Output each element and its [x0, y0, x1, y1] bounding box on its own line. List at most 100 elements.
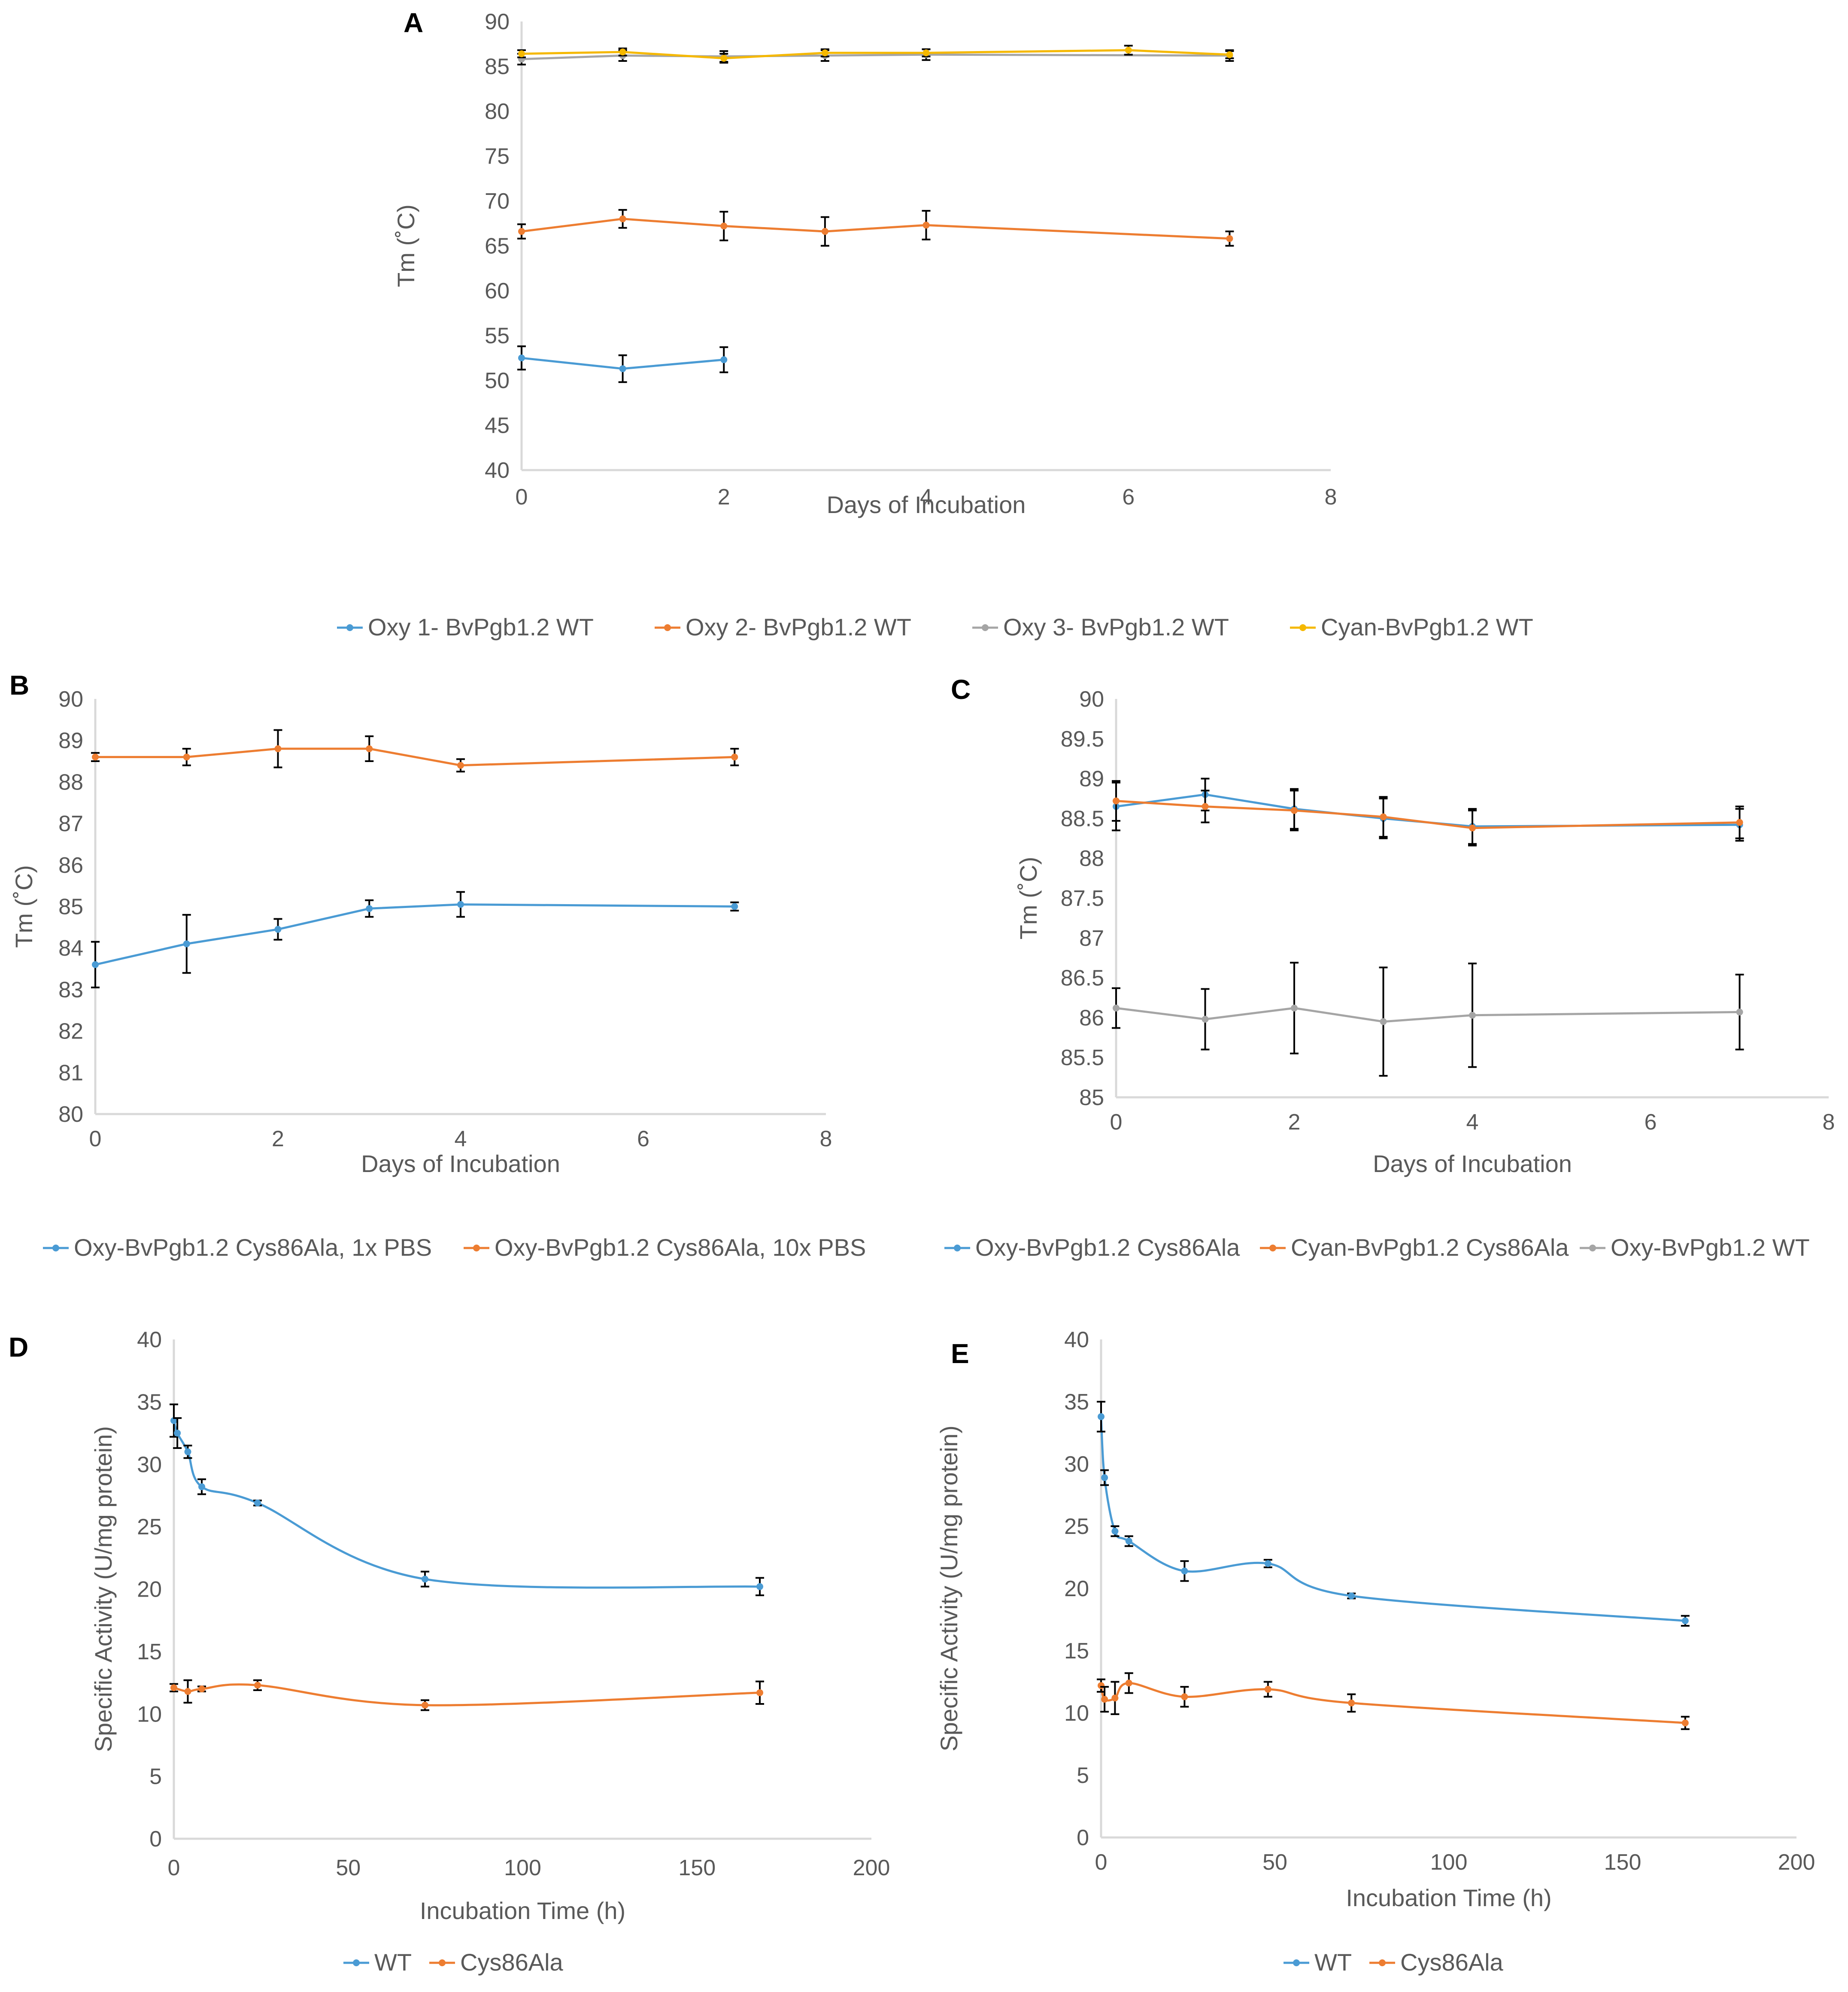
y-tick-label: 45 [485, 413, 510, 438]
data-point [1348, 1592, 1355, 1600]
x-tick-label: 8 [820, 1127, 832, 1151]
data-point [1181, 1567, 1188, 1575]
y-tick-label: 88 [1079, 846, 1104, 871]
x-axis-title: Incubation Time (h) [420, 1897, 625, 1924]
data-point [731, 903, 738, 910]
legend-swatch-marker [1379, 1959, 1386, 1966]
y-tick-label: 86 [58, 853, 83, 878]
y-tick-label: 70 [485, 189, 510, 214]
series-line [1100, 1416, 1685, 1622]
y-tick-label: 88.5 [1061, 806, 1104, 831]
data-point [1098, 1413, 1105, 1420]
data-point [1469, 1011, 1476, 1019]
legend-label: Oxy 3- BvPgb1.2 WT [1003, 613, 1229, 641]
chart-panel-c: C 85 85.5 86 86.5 87 87.5 88 88.5 89 89.5 90 0 2 4 6 8 Da… [944, 674, 1835, 1261]
y-tick-label: 90 [485, 9, 510, 34]
y-axis-title: Specific Activity (U/mg protein) [935, 1425, 962, 1751]
data-point [1111, 1527, 1119, 1535]
data-point [366, 745, 373, 753]
data-point [922, 49, 930, 57]
legend-label: WT [1314, 1949, 1352, 1976]
data-point [1348, 1699, 1355, 1707]
y-tick-label: 89.5 [1061, 727, 1104, 752]
x-tick-label: 200 [853, 1855, 890, 1880]
data-point [274, 926, 282, 933]
y-tick-label: 81 [58, 1060, 83, 1085]
data-point [1125, 1537, 1132, 1545]
y-axis-title: Tm (˚C) [10, 865, 37, 948]
series-oxy-bvpgb1-2-cys86ala-10x-pbs [91, 729, 739, 773]
legend-item: Oxy-BvPgb1.2 Cys86Ala, 10x PBS [464, 1234, 866, 1261]
y-tick-label: 75 [485, 144, 510, 169]
y-tick-label: 5 [149, 1764, 162, 1789]
x-tick-label: 50 [1262, 1850, 1287, 1875]
x-tick-label: 2 [1288, 1110, 1301, 1135]
data-point [518, 354, 525, 361]
x-tick-label: 6 [637, 1127, 649, 1151]
x-axis-title: Incubation Time (h) [1346, 1884, 1551, 1911]
legend-swatch-marker [1293, 1959, 1300, 1966]
data-point [619, 215, 626, 222]
data-point [184, 1688, 191, 1695]
y-tick-label: 87.5 [1061, 886, 1104, 911]
legend-item: Oxy-BvPgb1.2 WT [1580, 1234, 1810, 1261]
legend-label: Oxy-BvPgb1.2 Cys86Ala [975, 1234, 1240, 1261]
data-point [1181, 1693, 1188, 1700]
series-line [95, 903, 735, 966]
panel-letter: E [951, 1338, 969, 1369]
data-point [92, 961, 99, 968]
series-oxy-bvpgb1-2-cys86ala [1112, 777, 1744, 845]
legend-swatch-marker [439, 1959, 446, 1966]
data-point [821, 49, 828, 57]
series-cys86ala [1097, 1672, 1690, 1730]
data-point [1736, 1008, 1743, 1016]
x-tick-label: 0 [516, 485, 528, 510]
y-tick-label: 87 [1079, 926, 1104, 951]
chart-panel-b: B 80 81 82 83 84 85 86 87 88 89 90 0 2 4 6 8 Days of Incu… [9, 670, 866, 1261]
data-point [1380, 813, 1387, 820]
series-wt [170, 1403, 764, 1597]
data-point [274, 745, 282, 753]
legend-label: Oxy-BvPgb1.2 Cys86Ala, 10x PBS [495, 1234, 866, 1261]
data-point [183, 753, 190, 761]
series-cyan-bvpgb1-2-cys86ala [1112, 780, 1744, 847]
legend-label: Oxy-BvPgb1.2 WT [1611, 1234, 1810, 1261]
data-point [1736, 819, 1743, 826]
data-point [1226, 235, 1233, 242]
data-point [1101, 1474, 1108, 1481]
data-point [254, 1682, 261, 1689]
y-tick-label: 30 [1064, 1452, 1089, 1477]
data-point [1226, 51, 1233, 58]
y-axis-title: Tm (˚C) [1015, 857, 1042, 940]
y-tick-label: 0 [149, 1827, 162, 1852]
x-tick-label: 150 [678, 1855, 716, 1880]
y-tick-label: 30 [137, 1452, 162, 1477]
y-tick-label: 40 [485, 458, 510, 483]
x-tick-label: 2 [272, 1127, 284, 1151]
y-tick-label: 20 [137, 1577, 162, 1602]
legend-item: Oxy 2- BvPgb1.2 WT [655, 613, 911, 641]
y-tick-label: 35 [137, 1390, 162, 1415]
y-tick-label: 85 [485, 55, 510, 79]
data-point [366, 905, 373, 912]
y-tick-label: 85 [1079, 1085, 1104, 1110]
y-tick-label: 90 [1079, 687, 1104, 712]
data-point [1125, 1679, 1132, 1687]
panel-letter: B [9, 670, 29, 701]
data-point [184, 1448, 191, 1455]
x-tick-label: 4 [455, 1127, 467, 1151]
series-oxy-2-bvpgb1-2-wt [517, 209, 1234, 247]
series-line [521, 53, 1230, 61]
data-point [198, 1483, 205, 1491]
series-oxy-bvpgb1-2-cys86ala-1x-pbs [91, 891, 739, 989]
x-tick-label: 0 [1095, 1850, 1108, 1875]
data-point [174, 1430, 181, 1437]
legend-item: WT [1284, 1949, 1352, 1976]
series-line [1100, 1682, 1685, 1724]
data-point [518, 228, 525, 235]
data-point [756, 1583, 763, 1590]
data-point [457, 762, 464, 769]
y-axis-title: Specific Activity (U/mg protein) [90, 1426, 117, 1752]
legend-item: Cys86Ala [1369, 1949, 1504, 1976]
x-tick-label: 150 [1604, 1850, 1642, 1875]
